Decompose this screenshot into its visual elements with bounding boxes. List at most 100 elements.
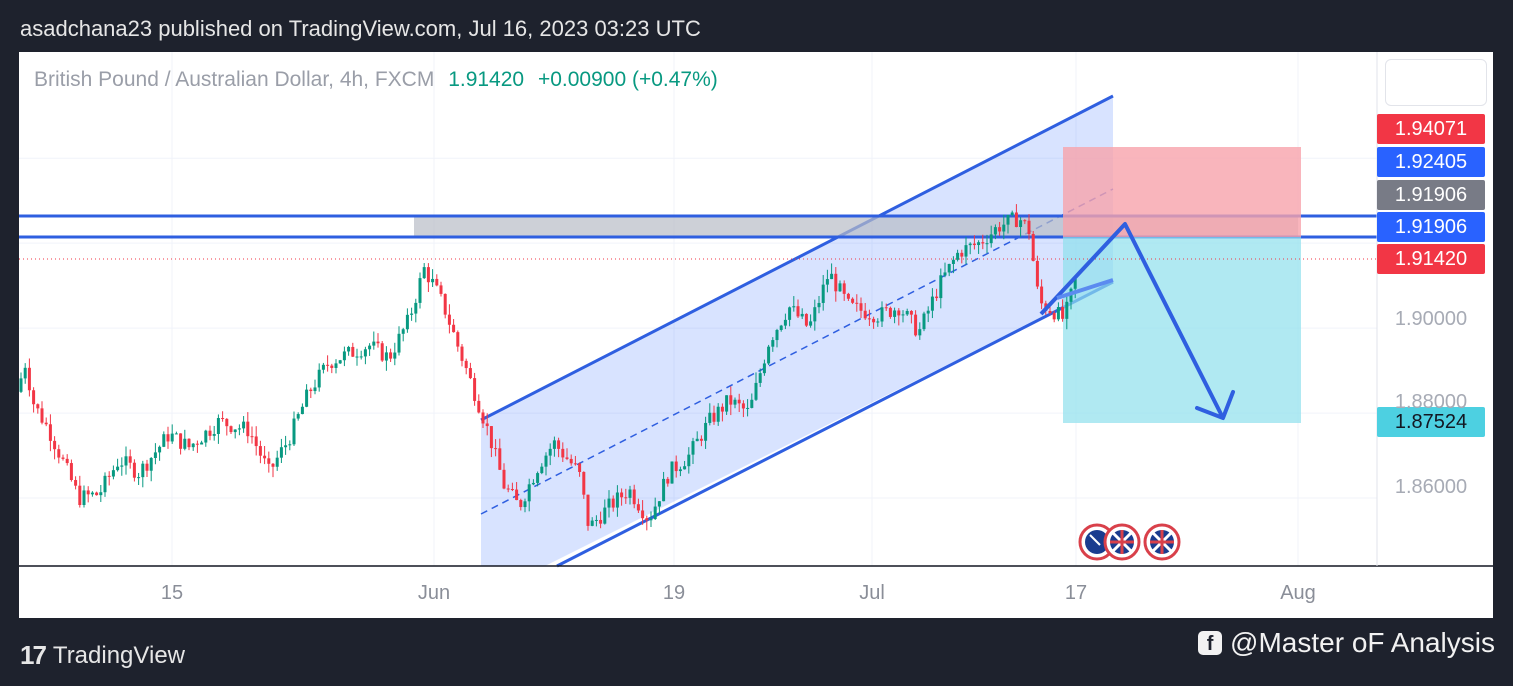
candle-body — [691, 441, 695, 455]
candle-body — [267, 458, 271, 464]
candle-body — [981, 242, 985, 244]
candle-body — [607, 498, 611, 508]
candle-body — [36, 404, 40, 409]
small-trend-line[interactable] — [1056, 278, 1114, 300]
candle-body — [191, 443, 195, 448]
candle-body — [502, 469, 506, 489]
candle-body — [628, 489, 632, 498]
candle-body — [439, 285, 443, 294]
candle-body — [187, 438, 191, 448]
price-chart[interactable] — [19, 52, 1493, 618]
candle-body — [401, 329, 405, 334]
tradingview-logo[interactable]: 17 TradingView — [20, 640, 185, 671]
candle-body — [977, 242, 981, 246]
candle-body — [82, 490, 86, 506]
candle-body — [288, 444, 292, 446]
candle-body — [855, 302, 859, 304]
candle-body — [40, 408, 44, 423]
candle-body — [594, 519, 598, 521]
candle-body — [48, 424, 52, 441]
candle-body — [624, 497, 628, 499]
candle-body — [809, 321, 813, 326]
candle-body — [250, 436, 254, 438]
candle-body — [527, 484, 531, 502]
channel-mid-line[interactable] — [480, 188, 1114, 515]
candle-body — [918, 329, 922, 336]
stop-loss-zone[interactable] — [1063, 147, 1301, 237]
candle-body — [326, 364, 330, 366]
candle-body — [473, 378, 477, 401]
candle-body — [888, 307, 892, 317]
candle-body — [27, 367, 31, 391]
candle-body — [825, 279, 829, 285]
candle-body — [410, 313, 414, 315]
candle-body — [132, 462, 136, 478]
candle-body — [225, 418, 229, 427]
candle-body — [376, 341, 380, 344]
candle-body — [968, 243, 972, 246]
candle-body — [783, 319, 787, 326]
candle-body — [351, 346, 355, 357]
candle-body — [552, 440, 556, 449]
candle-body — [1035, 260, 1039, 287]
candle-body — [506, 488, 510, 490]
candle-body — [229, 426, 233, 433]
take-profit-tag: 1.87524 — [1377, 407, 1485, 437]
candle-body — [947, 263, 951, 273]
candle-body — [90, 492, 94, 495]
candle-body — [1073, 278, 1077, 289]
projection-arrow[interactable] — [1039, 222, 1225, 419]
channel-upper-line[interactable] — [480, 94, 1114, 422]
candle-body — [767, 346, 771, 364]
candle-body — [578, 463, 582, 472]
chart-panel[interactable]: British Pound / Australian Dollar, 4h, F… — [19, 52, 1493, 618]
candle-body — [565, 457, 569, 459]
candle-body — [317, 369, 321, 388]
candle-body — [61, 457, 65, 459]
candle-body — [603, 507, 607, 524]
facebook-icon: f — [1198, 631, 1223, 655]
candle-body — [498, 448, 502, 470]
candle-body — [380, 343, 384, 361]
candle-body — [405, 314, 409, 330]
symbol-info[interactable]: British Pound / Australian Dollar, 4h, F… — [34, 68, 718, 92]
candle-body — [242, 421, 246, 429]
candle-body — [414, 302, 418, 314]
candle-body — [389, 352, 393, 359]
candle-body — [531, 482, 535, 485]
candle-body — [683, 466, 687, 470]
candle-body — [632, 489, 636, 505]
candle-body — [57, 449, 61, 458]
legend-box[interactable] — [1385, 59, 1487, 106]
candle-body — [447, 314, 451, 325]
candle-body — [573, 463, 577, 465]
stop-loss-tag: 1.94071 — [1377, 114, 1485, 144]
candle-body — [124, 456, 128, 466]
candle-body — [557, 440, 561, 449]
candle-body — [893, 310, 897, 317]
candle-body — [636, 504, 640, 511]
candle-body — [863, 310, 867, 319]
candle-body — [313, 387, 317, 392]
entry-tag: 1.91906 — [1377, 180, 1485, 210]
candle-body — [137, 477, 141, 479]
event-flags[interactable] — [1078, 523, 1181, 561]
candle-body — [788, 307, 792, 320]
candle-body — [296, 414, 300, 419]
price-axis-label: 1.88000 — [1394, 391, 1468, 413]
candle-body — [305, 389, 309, 407]
candle-body — [254, 436, 258, 447]
candle-body — [384, 352, 388, 361]
channel-lower-line[interactable] — [556, 280, 1114, 568]
candle-body — [771, 340, 775, 347]
candle-body — [145, 463, 149, 471]
candle-body — [746, 407, 750, 409]
candle-body — [536, 473, 540, 483]
candle-body — [834, 273, 838, 292]
take-profit-zone[interactable] — [1063, 237, 1301, 423]
candle-body — [347, 346, 351, 352]
candle-body — [1006, 215, 1010, 225]
candle-body — [657, 501, 661, 507]
candle-body — [930, 296, 934, 311]
candle-body — [208, 430, 212, 436]
